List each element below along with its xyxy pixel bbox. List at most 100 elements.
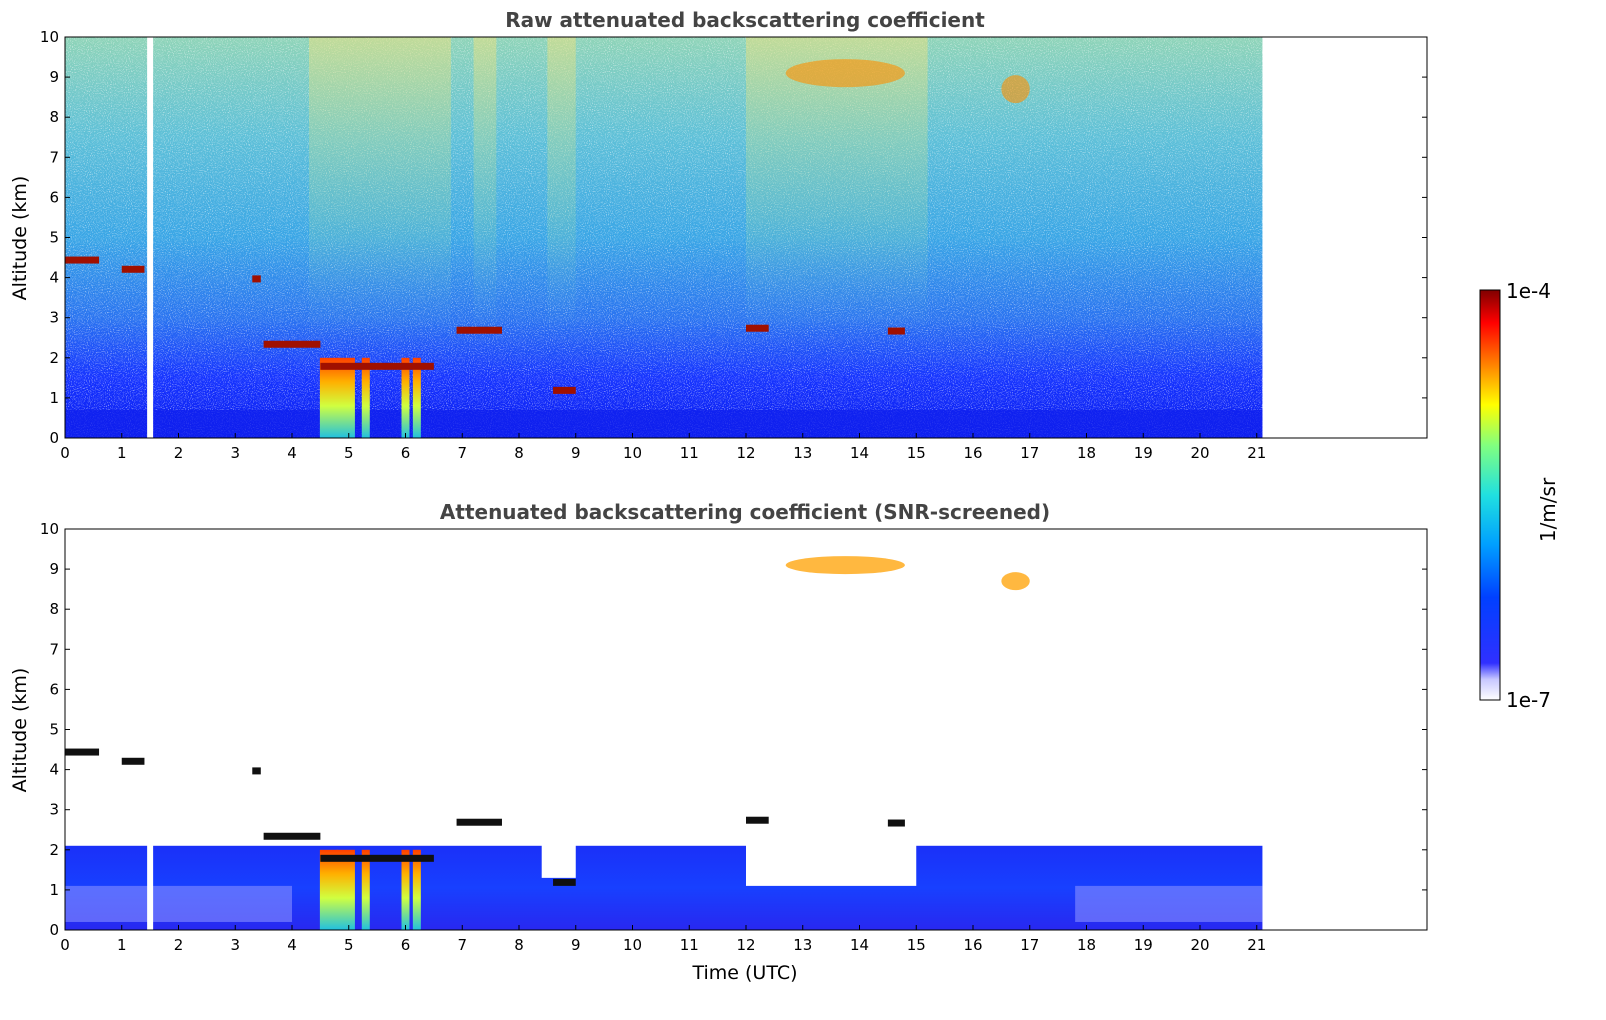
raw-boundary-layer bbox=[65, 409, 1263, 438]
screened-cloud-layer bbox=[320, 854, 434, 862]
raw-xtick-label: 4 bbox=[287, 444, 297, 462]
raw-ytick-label: 7 bbox=[49, 148, 59, 166]
screened-y-axis-label: Altitude (km) bbox=[9, 668, 31, 793]
raw-xtick-label: 5 bbox=[344, 444, 354, 462]
screened-ytick-label: 5 bbox=[49, 721, 59, 739]
screened-xtick-label: 8 bbox=[514, 936, 524, 954]
screened-ytick-label: 7 bbox=[49, 640, 59, 658]
raw-xtick-label: 8 bbox=[514, 444, 524, 462]
raw-ytick-label: 8 bbox=[49, 108, 59, 126]
raw-xtick-label: 12 bbox=[736, 444, 755, 462]
screened-ytick-label: 0 bbox=[49, 921, 59, 939]
raw-cloud-layer bbox=[252, 275, 261, 283]
screened-ytick-label: 3 bbox=[49, 801, 59, 819]
raw-xtick-label: 20 bbox=[1190, 444, 1209, 462]
screened-cloud-layer bbox=[121, 757, 145, 765]
raw-panel-title: Raw attenuated backscattering coefficien… bbox=[505, 8, 985, 32]
raw-ytick-label: 9 bbox=[49, 68, 59, 86]
colorbar-gradient bbox=[1479, 289, 1501, 701]
raw-aerosol-plume bbox=[547, 37, 576, 338]
screened-xtick-label: 18 bbox=[1077, 936, 1096, 954]
raw-xtick-label: 17 bbox=[1020, 444, 1039, 462]
screened-precipitation-shaft bbox=[361, 849, 370, 930]
raw-xtick-label: 16 bbox=[963, 444, 982, 462]
raw-y-axis-label: Altitude (km) bbox=[9, 176, 31, 301]
raw-data-gap bbox=[147, 37, 154, 438]
screened-backscatter-panel: Attenuated backscattering coefficient (S… bbox=[9, 500, 1428, 984]
screened-ytick-label: 6 bbox=[49, 680, 59, 698]
screened-y-axis: 0 1 2 3 4 5 6 7 8 9 10 bbox=[40, 520, 1427, 939]
screened-cirrus-cloud bbox=[1001, 572, 1030, 591]
raw-precipitation-shaft bbox=[401, 357, 410, 438]
screened-precipitation-shaft bbox=[412, 849, 421, 930]
raw-ytick-label: 6 bbox=[49, 188, 59, 206]
screened-cloud-layer bbox=[887, 819, 905, 827]
screened-precipitation-shaft bbox=[319, 849, 338, 930]
raw-aerosol-plume bbox=[473, 37, 497, 338]
raw-xtick-label: 11 bbox=[680, 444, 699, 462]
colorbar-unit-label: 1/m/sr bbox=[1536, 477, 1560, 542]
raw-cirrus-cloud bbox=[785, 59, 905, 88]
screened-cloud-layer bbox=[263, 832, 321, 840]
screened-xtick-label: 2 bbox=[174, 936, 184, 954]
raw-xtick-label: 10 bbox=[623, 444, 642, 462]
screened-xtick-label: 1 bbox=[117, 936, 127, 954]
colorbar: 1e-4 1e-7 1/m/sr bbox=[1479, 279, 1560, 712]
raw-xtick-label: 3 bbox=[230, 444, 240, 462]
screened-data-gap bbox=[147, 529, 154, 930]
raw-ytick-label: 4 bbox=[49, 269, 59, 287]
screened-cloud-layer bbox=[65, 748, 100, 756]
screened-xtick-label: 13 bbox=[793, 936, 812, 954]
screened-xtick-label: 3 bbox=[230, 936, 240, 954]
screened-blank-region bbox=[746, 829, 917, 886]
screened-xtick-label: 10 bbox=[623, 936, 642, 954]
raw-cloud-layer bbox=[887, 327, 905, 335]
raw-xtick-label: 1 bbox=[117, 444, 127, 462]
raw-xtick-label: 0 bbox=[60, 444, 70, 462]
raw-xtick-label: 6 bbox=[401, 444, 411, 462]
screened-xtick-label: 16 bbox=[963, 936, 982, 954]
raw-xtick-label: 21 bbox=[1247, 444, 1266, 462]
screened-ytick-label: 2 bbox=[49, 841, 59, 859]
raw-y-axis: 0 1 2 3 4 5 6 7 8 9 10 bbox=[40, 28, 1427, 447]
colorbar-max-label: 1e-4 bbox=[1506, 279, 1551, 303]
raw-aerosol-plume bbox=[746, 37, 928, 338]
x-axis-label: Time (UTC) bbox=[691, 962, 797, 984]
raw-cloud-layer bbox=[263, 340, 321, 348]
raw-cloud-layer bbox=[746, 324, 769, 332]
raw-ytick-label: 2 bbox=[49, 349, 59, 367]
screened-blank-region bbox=[541, 829, 576, 878]
raw-backscatter-panel: Raw attenuated backscattering coefficien… bbox=[9, 8, 1428, 462]
screened-xtick-label: 15 bbox=[907, 936, 926, 954]
raw-xtick-label: 9 bbox=[571, 444, 581, 462]
screened-cirrus-cloud bbox=[785, 556, 905, 575]
raw-cirrus-cloud bbox=[1001, 75, 1030, 104]
screened-xtick-label: 14 bbox=[850, 936, 869, 954]
raw-noise-texture bbox=[65, 37, 1263, 438]
screened-ytick-label: 10 bbox=[40, 520, 59, 538]
raw-cloud-layer bbox=[121, 265, 145, 273]
raw-xtick-label: 13 bbox=[793, 444, 812, 462]
screened-aerosol-layer bbox=[65, 885, 292, 922]
raw-xtick-label: 2 bbox=[174, 444, 184, 462]
raw-cloud-layer bbox=[320, 362, 434, 370]
raw-ytick-label: 3 bbox=[49, 309, 59, 327]
screened-aerosol-layer bbox=[1075, 885, 1263, 922]
screened-precipitation-shaft bbox=[336, 849, 355, 930]
raw-precipitation-shaft bbox=[319, 357, 338, 438]
raw-cloud-layer bbox=[553, 386, 576, 394]
raw-xtick-label: 18 bbox=[1077, 444, 1096, 462]
raw-ytick-label: 5 bbox=[49, 229, 59, 247]
screened-xtick-label: 11 bbox=[680, 936, 699, 954]
screened-xtick-label: 7 bbox=[457, 936, 467, 954]
screened-xtick-label: 0 bbox=[60, 936, 70, 954]
raw-ytick-label: 1 bbox=[49, 389, 59, 407]
screened-xtick-label: 6 bbox=[401, 936, 411, 954]
screened-xtick-label: 21 bbox=[1247, 936, 1266, 954]
raw-precipitation-shaft bbox=[336, 357, 355, 438]
raw-xtick-label: 15 bbox=[907, 444, 926, 462]
screened-xtick-label: 12 bbox=[736, 936, 755, 954]
screened-ytick-label: 1 bbox=[49, 881, 59, 899]
screened-panel-title: Attenuated backscattering coefficient (S… bbox=[440, 500, 1050, 524]
